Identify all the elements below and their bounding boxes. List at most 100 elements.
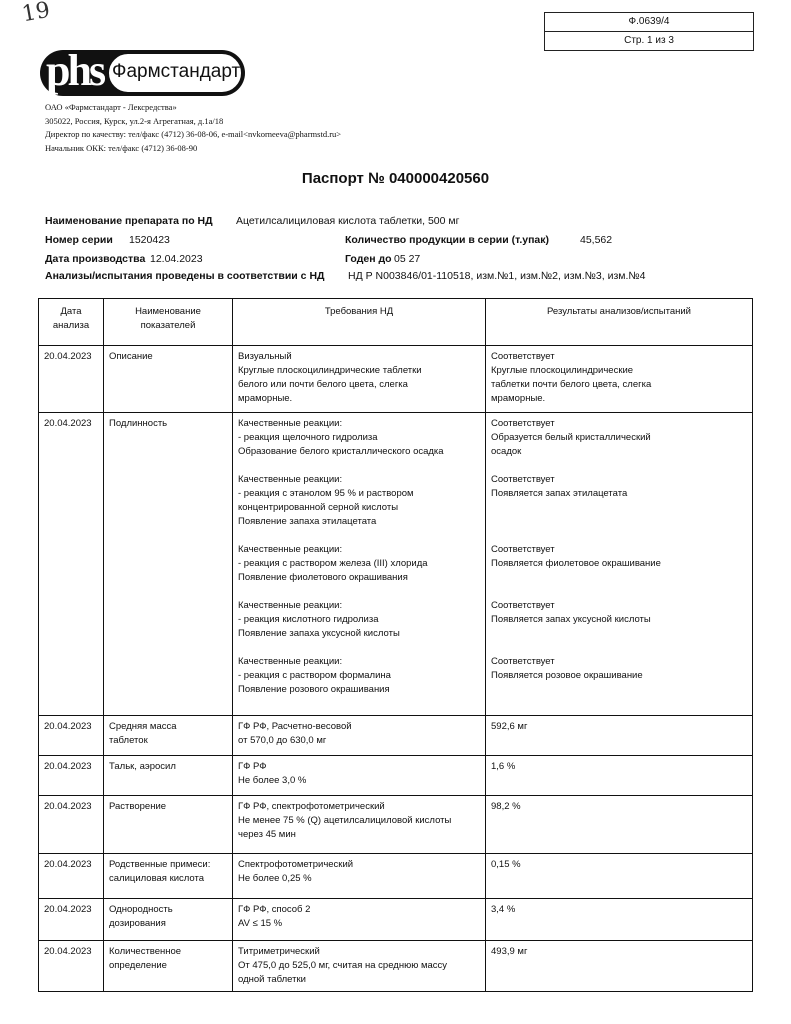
company-line: 305022, Россия, Курск, ул.2-я Агрегатная…	[45, 115, 224, 126]
result-line: Появляется фиолетовое окрашивание	[491, 558, 661, 569]
requirements: ГФ РФ, способ 2 AV ≤ 15 %	[232, 898, 486, 941]
requirement-line: - реакция кислотного гидролиза	[238, 614, 379, 625]
table-row: 20.04.2023 Растворение ГФ РФ, спектрофотом…	[38, 795, 753, 854]
result-line: Круглые плоскоцилиндрические	[491, 365, 634, 376]
header-line: Дата	[60, 306, 82, 317]
result-block: 3,4 %	[491, 903, 747, 917]
indicator-name: Родственные примеси: салициловая кислота	[103, 853, 233, 899]
form-code: Ф.0639/4	[628, 16, 670, 27]
requirement-block: Титриметрический От 475,0 до 525,0 мг, сч…	[238, 945, 480, 987]
table-row: 20.04.2023 Описание Визуальный Круглые плос…	[38, 345, 753, 413]
analysis-date: 20.04.2023	[38, 412, 104, 716]
result-block: 98,2 %	[491, 800, 747, 814]
analysis-date: 20.04.2023	[38, 345, 104, 413]
analysis-date: 20.04.2023	[38, 898, 104, 941]
table-row: 20.04.2023 Подлинность Качественные реакци…	[38, 412, 753, 716]
column-header: Наименование показателей	[103, 298, 233, 346]
indicator-name: Подлинность	[103, 412, 233, 716]
requirement-line: Качественные реакции:	[238, 418, 343, 429]
result-block: 493,9 мг	[491, 945, 747, 959]
requirement-line: Появление запаха этилацетата	[238, 516, 377, 527]
production-date-label: Дата производства	[45, 253, 146, 265]
company-details: ОАО «Фармстандарт - Лексредства» 305022,…	[45, 101, 341, 155]
result-line: мраморные.	[491, 393, 546, 404]
result-block: 1,6 %	[491, 760, 747, 774]
requirement-block: ГФ РФ, спектрофотометрический Не менее 75…	[238, 800, 480, 842]
page-number: Стр. 1 из 3	[545, 31, 753, 50]
result-block: Соответствует Образуется белый кристаллич…	[491, 417, 747, 473]
results: 98,2 %	[485, 795, 753, 854]
requirements: Титриметрический От 475,0 до 525,0 мг, сч…	[232, 940, 486, 992]
requirements: Качественные реакции: - реакция щелочного…	[232, 412, 486, 716]
result-line: Появляется запах уксусной кислоты	[491, 614, 651, 625]
indicator-name: Растворение	[103, 795, 233, 854]
quantity-value: 45,562	[580, 234, 613, 246]
requirement-block: Качественные реакции: - реакция щелочного…	[238, 417, 480, 473]
requirement-block: Качественные реакции: - реакция с этаноло…	[238, 473, 480, 543]
result-line: Соответствует	[491, 600, 555, 611]
requirement-line: концентрированной серной кислоты	[238, 502, 399, 513]
requirement-block: Качественные реакции: - реакция с раствор…	[238, 543, 480, 599]
indicator-line: Подлинность	[109, 418, 168, 429]
indicator-line: дозирования	[109, 918, 166, 929]
table-row: 20.04.2023 Однородность дозирования ГФ РФ, …	[38, 898, 753, 941]
column-header: Требования НД	[232, 298, 486, 346]
form-code-box: Ф.0639/4 Стр. 1 из 3	[544, 12, 754, 51]
expiry-value: 05 27	[394, 253, 421, 265]
logo-mark: phs	[46, 46, 106, 95]
indicator-line: Однородность	[109, 904, 173, 915]
results: 592,6 мг	[485, 715, 753, 756]
drug-value: Ацетилсалициловая кислота таблетки, 500 …	[236, 215, 460, 227]
results: 0,15 %	[485, 853, 753, 899]
result-line: Соответствует	[491, 474, 555, 485]
requirements: Визуальный Круглые плоскоцилиндрические т…	[232, 345, 486, 413]
requirement-line: мраморные.	[238, 393, 293, 404]
header-line: Результаты анализов/испытаний	[547, 306, 691, 317]
result-block: Соответствует Появляется запах уксусной к…	[491, 599, 747, 655]
requirement-line: AV ≤ 15 %	[238, 918, 283, 929]
requirement-line: - реакция с раствором железа (III) хлори…	[238, 558, 428, 569]
indicator-name: Средняя масса таблеток	[103, 715, 233, 756]
results: Соответствует Образуется белый кристаллич…	[485, 412, 753, 716]
result-block: Соответствует Появляется фиолетовое окраш…	[491, 543, 747, 599]
expiry-label: Годен до	[345, 253, 392, 265]
indicator-line: Описание	[109, 351, 153, 362]
requirement-line: Появление розового окрашивания	[238, 684, 390, 695]
header-line: показателей	[140, 320, 196, 331]
quantity-label: Количество продукции в серии (т.упак)	[345, 234, 550, 246]
requirement-block: Качественные реакции: - реакция кислотног…	[238, 599, 480, 655]
logo-name: Фармстандарт	[112, 61, 241, 82]
result-line: 592,6 мг	[491, 721, 528, 732]
requirement-block: ГФ РФ Не более 3,0 %	[238, 760, 480, 788]
requirement-block: ГФ РФ, способ 2 AV ≤ 15 %	[238, 903, 480, 931]
requirement-line: Качественные реакции:	[238, 544, 343, 555]
result-block: 0,15 %	[491, 858, 747, 872]
analysis-date: 20.04.2023	[38, 940, 104, 992]
nd-label: Анализы/испытания проведены в соответств…	[45, 270, 325, 282]
indicator-name: Тальк, аэросил	[103, 755, 233, 796]
result-line: 1,6 %	[491, 761, 516, 772]
requirements: Спектрофотометрический Не более 0,25 %	[232, 853, 486, 899]
requirement-line: белого или почти белого цвета, слегка	[238, 379, 408, 390]
result-line: Соответствует	[491, 418, 555, 429]
indicator-name: Описание	[103, 345, 233, 413]
indicator-line: Тальк, аэросил	[109, 761, 176, 772]
requirement-line: - реакция щелочного гидролиза	[238, 432, 378, 443]
indicator-line: Средняя масса	[109, 721, 177, 732]
indicator-line: определение	[109, 960, 167, 971]
analysis-table: Дата анализа Наименование показателей Требов…	[38, 298, 753, 992]
indicator-line: Родственные примеси:	[109, 859, 211, 870]
requirement-block: Спектрофотометрический Не более 0,25 %	[238, 858, 480, 886]
result-line: Соответствует	[491, 544, 555, 555]
analysis-date: 20.04.2023	[38, 755, 104, 796]
requirement-line: ГФ РФ, способ 2	[238, 904, 311, 915]
header-line: анализа	[52, 320, 90, 331]
page-title: Паспорт № 040000420560	[301, 170, 490, 187]
header-line: Требования НД	[324, 306, 394, 317]
column-header: Результаты анализов/испытаний	[485, 298, 753, 346]
analysis-date: 20.04.2023	[38, 715, 104, 756]
result-line: осадок	[491, 446, 522, 457]
requirement-line: ГФ РФ, Расчетно-весовой	[238, 721, 352, 732]
drug-label: Наименование препарата по НД	[45, 215, 213, 227]
requirement-line: одной таблетки	[238, 974, 306, 985]
